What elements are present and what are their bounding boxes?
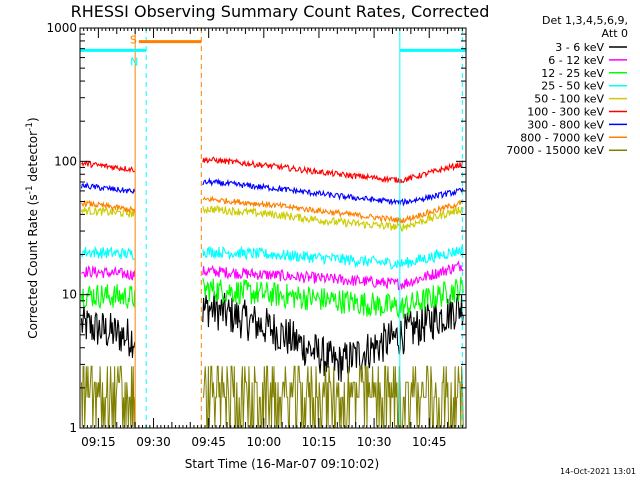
x-tick-label: 10:15 <box>302 435 337 449</box>
flag-label-s: S <box>130 34 137 47</box>
x-tick-label: 10:30 <box>357 435 392 449</box>
series-25-50-kev-segment-2 <box>202 245 464 270</box>
series-25-50-kev-segment-1 <box>80 245 135 261</box>
x-tick-label: 10:45 <box>412 435 447 449</box>
legend-header-line-2: Att 0 <box>602 27 628 40</box>
x-axis-label: Start Time (16-Mar-07 09:10:02) <box>185 457 379 471</box>
series-3-6-kev-segment-2 <box>202 290 464 382</box>
series-layer <box>80 156 464 428</box>
series-50-100-kev-segment-2 <box>202 204 464 232</box>
chart-title: RHESSI Observing Summary Count Rates, Co… <box>71 2 490 21</box>
legend-label: 800 - 7000 keV <box>520 131 604 144</box>
legend-label: 50 - 100 keV <box>534 93 604 106</box>
legend-label: 6 - 12 keV <box>548 54 604 67</box>
series-7000-15000-kev-segment-2 <box>202 365 464 428</box>
legend-label: 300 - 800 keV <box>527 118 604 131</box>
y-tick-label: 10 <box>62 288 77 302</box>
flag-layer: SN <box>80 28 466 428</box>
x-tick-label: 10:00 <box>247 435 282 449</box>
series-100-300-kev-segment-2 <box>202 156 464 184</box>
x-axis: 09:15 09:30 09:45 10:00 10:15 10:30 10:45 <box>81 28 463 449</box>
x-tick-label: 09:45 <box>191 435 226 449</box>
series-800-7000-kev-segment-1 <box>81 199 135 214</box>
legend-label: 3 - 6 keV <box>555 41 604 54</box>
series-100-300-kev-segment-1 <box>81 160 136 174</box>
series-7000-15000-kev-segment-1 <box>81 365 136 428</box>
plot-frame <box>79 27 467 429</box>
y-tick-label: 1 <box>69 421 77 435</box>
y-tick-label: 1000 <box>46 21 77 35</box>
date-stamp: 14-Oct-2021 13:01 <box>560 467 636 476</box>
legend-label: 7000 - 15000 keV <box>506 144 604 157</box>
x-tick-label: 09:30 <box>136 435 171 449</box>
legend-label: 25 - 50 keV <box>541 80 604 93</box>
flag-label-n: N <box>130 55 138 68</box>
series-12-25-kev-segment-1 <box>80 284 136 310</box>
series-800-7000-kev-segment-2 <box>202 195 464 224</box>
y-tick-label: 100 <box>54 154 77 168</box>
y-axis: 1 10 100 1000 <box>46 21 466 435</box>
series-6-12-kev-segment-2 <box>202 260 464 291</box>
legend-header-line-1: Det 1,3,4,5,6,9, <box>542 14 628 27</box>
series-12-25-kev-segment-2 <box>202 276 464 319</box>
legend-label: 12 - 25 keV <box>541 67 604 80</box>
series-300-800-kev-segment-1 <box>80 181 136 194</box>
series-6-12-kev-segment-1 <box>81 265 136 281</box>
series-300-800-kev-segment-2 <box>202 177 464 207</box>
x-tick-label: 09:15 <box>81 435 116 449</box>
series-3-6-kev-segment-1 <box>80 305 136 358</box>
legend-label: 100 - 300 keV <box>527 106 604 119</box>
y-axis-label: Corrected Count Rate (s-1 detector-1) <box>25 117 40 338</box>
